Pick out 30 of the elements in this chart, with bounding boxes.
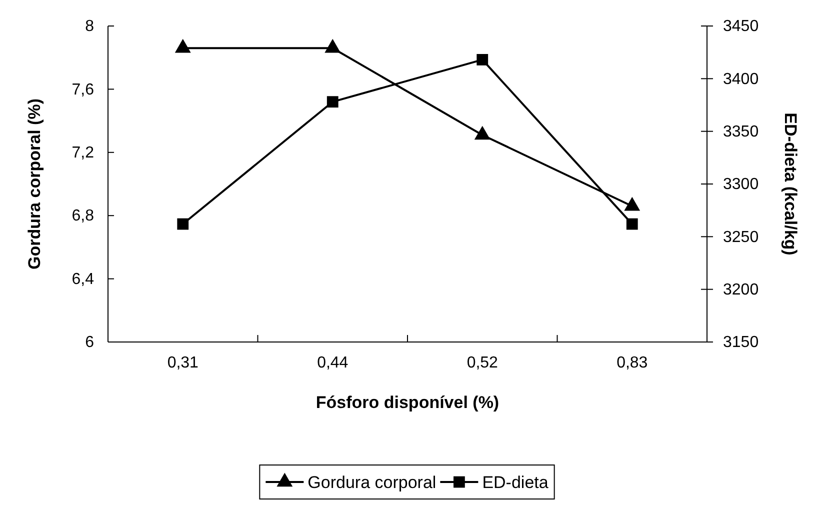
y2-tick-label: 3300 <box>723 176 759 194</box>
point <box>326 96 338 108</box>
x-tick-label: 0,83 <box>616 354 648 372</box>
y-tick-label: 7,6 <box>72 81 94 98</box>
point <box>474 126 490 140</box>
y2-axis-title: ED-dieta (kcal/kg) <box>781 112 800 256</box>
x-tick-label: 0,31 <box>167 354 199 372</box>
y-tick-label: 6,4 <box>72 270 94 288</box>
y2-tick-label: 3400 <box>723 70 759 88</box>
y-tick-label: 6,8 <box>72 208 94 225</box>
y-tick-label: 6 <box>85 334 94 352</box>
y-tick-label: 7,2 <box>72 144 94 162</box>
point <box>177 218 189 230</box>
y-tick-label: 8 <box>85 18 94 36</box>
y2-tick-label: 3250 <box>723 228 759 246</box>
x-axis-title: Fósforo disponível (%) <box>316 393 500 412</box>
y-axis-title: Gordura corporal (%) <box>25 98 44 270</box>
y2-tick-label: 3450 <box>723 18 759 36</box>
point <box>624 196 640 211</box>
point <box>476 54 488 66</box>
y2-tick-label: 3200 <box>723 281 759 298</box>
point <box>626 218 638 230</box>
legend-label: Gordura corporal <box>308 473 436 492</box>
x-tick-label: 0,52 <box>466 354 498 372</box>
y2-tick-label: 3150 <box>723 334 759 352</box>
legend-label: ED-dieta <box>482 473 549 492</box>
point <box>324 38 341 53</box>
point <box>174 38 191 53</box>
y2-tick-label: 3350 <box>723 123 759 140</box>
x-tick-label: 0,44 <box>317 354 348 372</box>
